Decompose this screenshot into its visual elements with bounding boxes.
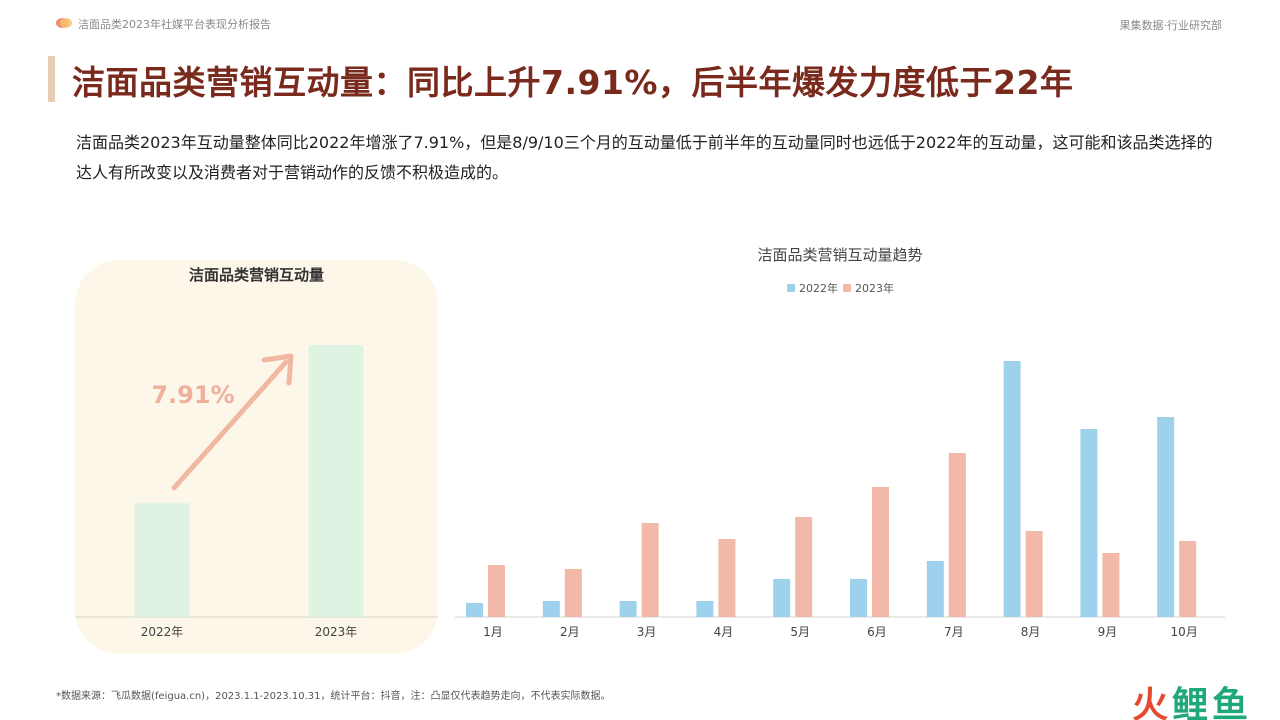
monthly-bar-2023-7 <box>948 453 966 617</box>
monthly-bar-2022-3 <box>619 601 637 617</box>
monthly-bar-2023-6 <box>872 487 889 617</box>
monthly-tick-label-10: 10月 <box>1171 625 1198 639</box>
page-headline: 洁面品类营销互动量：同比上升7.91%，后半年爆发力度低于22年 <box>72 63 1074 102</box>
yearly-bar-1 <box>308 345 364 617</box>
monthly-bar-2023-10 <box>1179 541 1197 617</box>
legend-swatch-2022 <box>787 284 795 292</box>
growth-arrow-shaft <box>171 359 289 491</box>
monthly-tick-label-3: 3月 <box>637 625 657 639</box>
monthly-chart-legend: 2022年 2023年 <box>0 280 1280 296</box>
monthly-bar-2023-8 <box>1025 531 1043 617</box>
summary-paragraph: 洁面品类2023年互动量整体同比2022年增涨了7.91%，但是8/9/10三个… <box>76 133 1213 182</box>
legend-label-2022: 2022年 <box>799 282 838 295</box>
department-label: 果集数据·行业研究部 <box>1119 19 1223 32</box>
monthly-bar-2023-1 <box>488 565 505 617</box>
yearly-bar-0 <box>134 503 190 617</box>
monthly-bar-2023-3 <box>641 523 659 617</box>
monthly-bar-2022-5 <box>773 579 791 617</box>
monthly-bar-2022-9 <box>1080 429 1098 617</box>
growth-arrow-head <box>261 353 294 386</box>
legend-item-2023: 2023年 <box>843 280 894 296</box>
growth-percentage-label: 7.91% <box>151 381 234 409</box>
monthly-bar-2023-9 <box>1102 553 1120 617</box>
headline-accent-bar <box>48 56 55 102</box>
monthly-chart-title: 洁面品类营销互动量趋势 <box>757 246 923 264</box>
monthly-bar-2023-4 <box>718 539 736 617</box>
monthly-bar-2022-8 <box>1003 361 1021 617</box>
logo-icon <box>56 18 72 28</box>
watermark-part-2: 鲤鱼 <box>1171 685 1252 720</box>
monthly-tick-label-6: 6月 <box>867 625 887 639</box>
monthly-tick-label-9: 9月 <box>1098 625 1118 639</box>
data-source-footnote: *数据来源：飞瓜数据(feigua.cn)，2023.1.1-2023.10.3… <box>56 691 611 702</box>
monthly-bar-2022-6 <box>850 579 867 617</box>
yearly-tick-label-0: 2022年 <box>141 625 184 639</box>
monthly-bar-2022-1 <box>466 603 483 617</box>
monthly-bar-2022-7 <box>926 561 944 617</box>
monthly-tick-label-2: 2月 <box>560 625 580 639</box>
monthly-tick-label-1: 1月 <box>483 625 503 639</box>
watermark-logo: 火鲤鱼 <box>1132 676 1252 720</box>
monthly-tick-label-4: 4月 <box>714 625 734 639</box>
legend-swatch-2023 <box>843 284 851 292</box>
monthly-bar-2023-5 <box>795 517 813 617</box>
watermark-part-1: 火 <box>1131 685 1172 720</box>
legend-item-2022: 2022年 <box>787 280 838 296</box>
monthly-bar-2022-10 <box>1157 417 1175 617</box>
monthly-bar-2022-4 <box>696 601 714 617</box>
report-title: 洁面品类2023年社媒平台表现分析报告 <box>78 18 271 31</box>
yearly-tick-label-1: 2023年 <box>315 625 358 639</box>
monthly-tick-label-8: 8月 <box>1021 625 1041 639</box>
legend-label-2023: 2023年 <box>855 282 894 295</box>
monthly-bar-2023-2 <box>564 569 582 617</box>
monthly-bar-2022-2 <box>542 601 560 617</box>
yearly-chart-title: 洁面品类营销互动量 <box>188 266 324 284</box>
monthly-tick-label-5: 5月 <box>790 625 810 639</box>
monthly-tick-label-7: 7月 <box>944 625 964 639</box>
